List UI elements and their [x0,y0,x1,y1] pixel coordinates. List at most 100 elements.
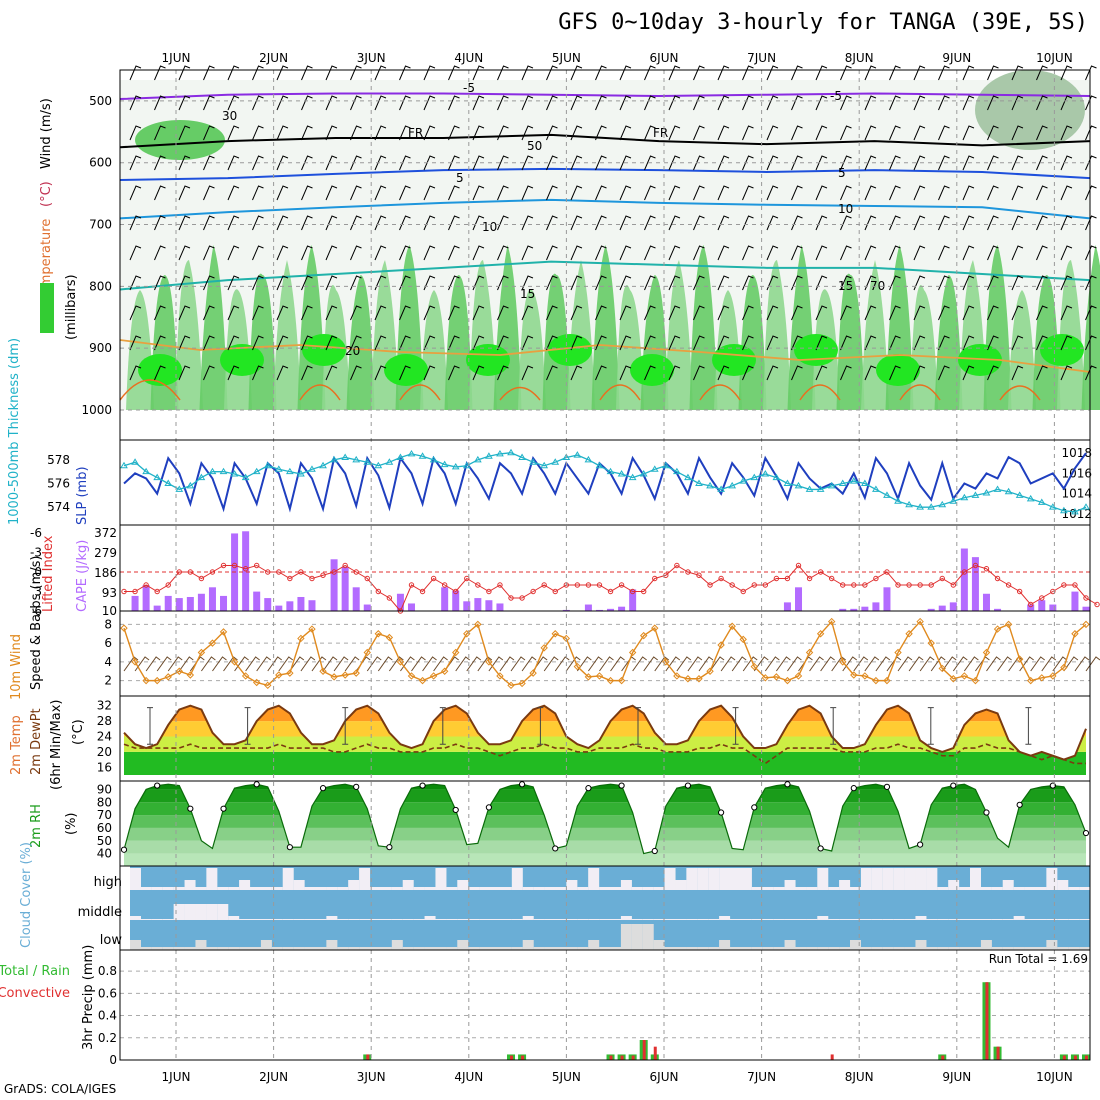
wind-barb [668,95,681,111]
wind-barb [889,215,901,231]
wind-speed-marker [1038,674,1046,682]
temp-tick: 24 [97,730,112,744]
wind-barb [129,305,142,321]
wind-barb [252,65,264,81]
cloud-low-bar [1035,947,1047,950]
wind-barb [325,305,338,321]
wind-barb [619,335,632,351]
wind-barb [252,185,264,201]
wind-barb [693,335,705,351]
wind-speed-marker [883,676,891,685]
wind-barb [252,245,264,261]
contour-label: 10 [482,220,497,234]
wind-barb [766,305,779,321]
li-marker [1028,601,1034,608]
li-marker [983,566,990,572]
wind-barb [129,65,142,81]
contour-label: 5 [456,171,464,185]
wind-barb [962,245,975,261]
wind-barb [521,65,534,81]
cloud-low-bar [130,940,141,950]
cloud-mid-bar [140,919,152,920]
wind-barb [374,185,387,201]
li-marker [331,569,337,575]
wind-barb [497,245,509,261]
wind-barb [595,65,607,81]
wind-barb [203,245,215,261]
wind-barb [791,95,803,111]
cloud-high-bar [479,887,491,890]
cloud-high-bar [522,887,534,890]
wind-barb [1060,305,1073,321]
cape-bar [341,566,349,611]
cloud-mid-bar [784,919,796,920]
li-marker [773,575,780,582]
wind-barb [742,215,754,231]
wind-barb [423,365,436,381]
wind-barb-10m [422,656,437,672]
wind-barb [301,65,313,81]
thickness-marker [960,493,969,501]
rh-high-fill [302,334,346,366]
wind-barb [227,65,240,81]
cloud-mid-bar [468,919,480,920]
wind-barb [374,275,387,291]
wind-speed-marker [197,648,206,657]
wind-barb [178,95,191,111]
thickness-marker [573,451,582,458]
wind-barb [1060,215,1073,231]
cloud-mid-bar [1024,919,1036,920]
wind-barb [619,275,632,291]
rh-tick: 60 [97,821,112,835]
cloud-high-bar [708,868,720,890]
cloud-low-bar [206,947,218,950]
cloud-high-bar [806,887,818,890]
precip-tick: 0.4 [98,1009,117,1023]
wind-barb [497,305,509,321]
wind-barb [448,215,460,231]
wind-barb-10m [798,656,813,672]
wind-barb [129,245,142,261]
wind-barb [350,125,362,141]
wind-barb [497,275,509,291]
wind-barb [227,185,240,201]
cloud-mid-bar [697,919,709,920]
wind-speed-marker [816,630,825,638]
cloud-low-bar [217,947,229,950]
run-total-annotation: Run Total = 1.69 [989,952,1088,966]
cape-ylabel: CAPE (J/kg) [75,540,90,612]
cloud-mid-bar [293,919,305,920]
wind-barb [1011,65,1024,81]
pressure-tick: 600 [89,156,112,170]
wind-barb [472,365,485,381]
thickness-marker [1060,506,1068,514]
cloud-high-bar [937,887,949,890]
wind-speed-marker [617,676,626,685]
wind-barb [227,215,240,231]
cloud-low-bar [326,940,338,950]
cloud-high-bar [544,887,556,890]
cloud-low-bar [239,947,251,950]
thickness-marker [1015,491,1024,498]
wind-barb [325,245,338,261]
wind-barb [913,365,926,381]
rh-contour-fill [297,245,326,410]
cloud-low-bar [479,947,491,950]
cloud-high-bar [795,887,807,890]
date-label-top: 2JUN [259,51,288,65]
wind-speed-marker [341,671,349,679]
rh-high-fill [384,354,428,386]
wind-barb [252,95,264,111]
wind-barb [301,305,313,321]
thickness-marker [319,461,327,469]
cloud-mid-bar [337,919,349,920]
wind-speed-marker [120,624,128,632]
wind-barb [595,275,607,291]
thickness-marker [750,473,759,481]
wind-barb [497,95,509,111]
cloud-mid-bar [435,919,447,920]
ylabel-part: Temperature [39,219,54,302]
wind-barb [227,125,240,141]
thickness-ylabel: 1000-500mb Thickness (dm) [7,338,22,525]
wind-barb [815,125,828,141]
